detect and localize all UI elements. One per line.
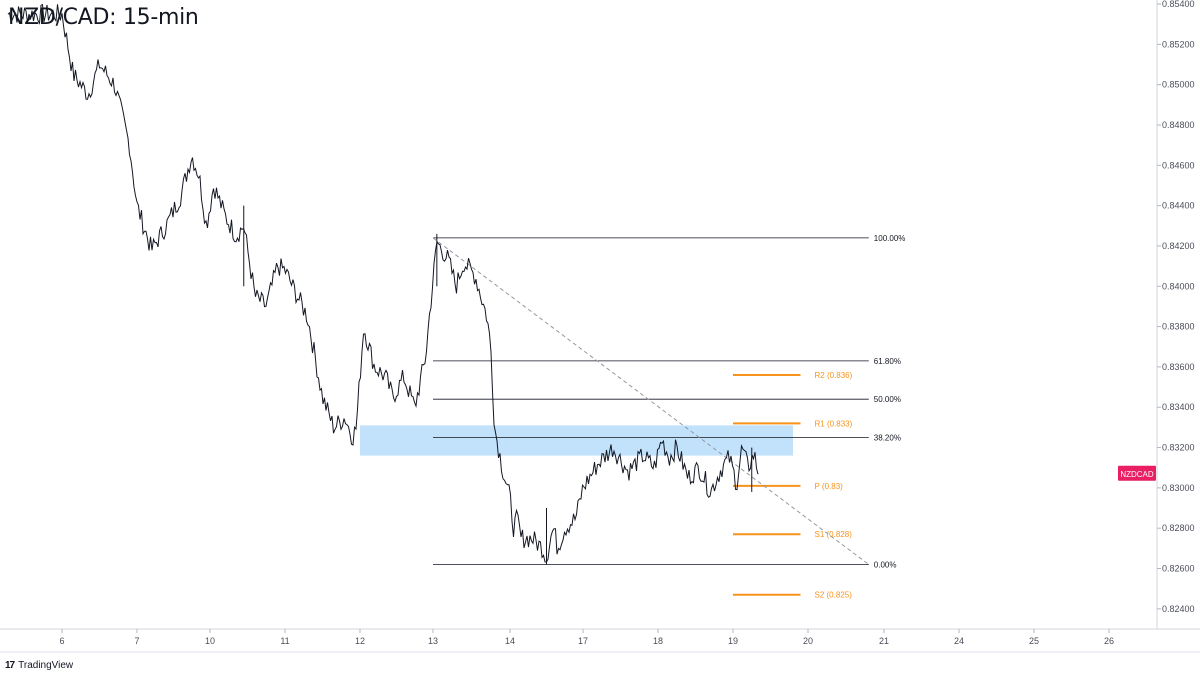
fib-level-label: 50.00%	[874, 395, 901, 404]
fib-level-label: 38.20%	[874, 433, 901, 442]
x-tick-label: 24	[954, 636, 964, 646]
y-tick-label: 0.83000	[1162, 483, 1195, 493]
x-tick-label: 20	[803, 636, 813, 646]
y-tick-label: 0.85000	[1162, 80, 1195, 90]
pivot-level-label: S2 (0.825)	[815, 591, 853, 600]
y-tick-label: 0.83400	[1162, 402, 1195, 412]
x-tick-label: 21	[879, 636, 889, 646]
fib-level-label: 61.80%	[874, 357, 901, 366]
tradingview-icon: 17	[5, 660, 15, 671]
y-tick-label: 0.82400	[1162, 604, 1195, 614]
y-tick-label: 0.83200	[1162, 443, 1195, 453]
pivot-level-label: R2 (0.836)	[815, 371, 853, 380]
chart-title: NZD/CAD: 15-min	[8, 5, 199, 30]
pivot-level-label: R1 (0.833)	[815, 419, 853, 428]
y-tick-label: 0.85200	[1162, 39, 1195, 49]
x-tick-label: 17	[578, 636, 588, 646]
x-tick-label: 11	[280, 636, 289, 646]
x-tick-label: 7	[134, 636, 139, 646]
fib-level-label: 100.00%	[874, 234, 906, 243]
symbol-badge-label: NZDCAD	[1120, 470, 1154, 479]
x-tick-label: 13	[428, 636, 438, 646]
pivot-level-label: P (0.83)	[815, 482, 844, 491]
support-resistance-zone	[360, 425, 793, 456]
x-tick-label: 10	[205, 636, 215, 646]
y-tick-label: 0.82600	[1162, 564, 1195, 574]
x-tick-label: 26	[1104, 636, 1114, 646]
y-tick-label: 0.82800	[1162, 523, 1195, 533]
tradingview-logo[interactable]: 17 TradingView	[5, 660, 73, 671]
tradingview-label: TradingView	[18, 660, 74, 671]
x-tick-label: 14	[505, 636, 515, 646]
pivot-level-label: S1 (0.828)	[815, 530, 853, 539]
price-series	[7, 3, 759, 563]
symbol-badge	[1118, 465, 1156, 481]
y-tick-label: 0.85400	[1162, 0, 1195, 9]
x-tick-label: 12	[355, 636, 365, 646]
x-tick-label: 18	[653, 636, 663, 646]
x-tick-label: 25	[1029, 636, 1039, 646]
y-tick-label: 0.84600	[1162, 160, 1195, 170]
y-tick-label: 0.83800	[1162, 322, 1195, 332]
y-tick-label: 0.84000	[1162, 281, 1195, 291]
y-tick-label: 0.84400	[1162, 201, 1195, 211]
x-tick-label: 6	[59, 636, 64, 646]
y-tick-label: 0.83600	[1162, 362, 1195, 372]
x-tick-label: 19	[728, 636, 738, 646]
trendline	[432, 237, 870, 565]
fib-level-label: 0.00%	[874, 560, 897, 569]
y-tick-label: 0.84800	[1162, 120, 1195, 130]
y-tick-label: 0.84200	[1162, 241, 1195, 251]
